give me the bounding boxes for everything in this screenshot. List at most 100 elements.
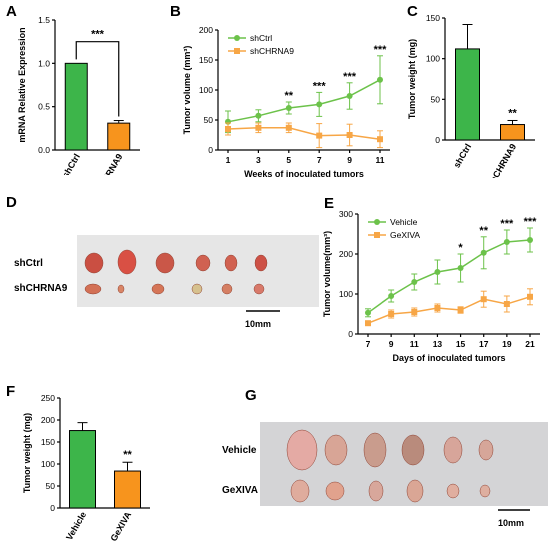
y-tick-label: 100	[426, 54, 440, 64]
bar	[107, 122, 131, 151]
x-tick-label: 9	[347, 155, 352, 165]
y-tick-label: 250	[41, 393, 55, 403]
x-axis-label: Weeks of inoculated tumors	[244, 169, 364, 178]
tumor-d	[253, 283, 265, 295]
panel-f-chart: F 0 50 100 150 200 250 Tumor weight (mg) Vehicl…	[6, 383, 150, 543]
x-tick-label: 7	[366, 339, 371, 349]
significance-label: **	[508, 107, 517, 119]
y-tick-label: 100	[199, 85, 213, 95]
y-tick-label: 300	[339, 209, 353, 219]
tumor-g	[479, 484, 491, 498]
series-line	[227, 79, 381, 123]
y-tick-label: 200	[199, 25, 213, 35]
significance-label: *	[458, 242, 463, 254]
tumor-g	[324, 434, 348, 466]
photo-d-scale-label: 10mm	[245, 319, 271, 329]
x-category-label: Vehicle	[64, 510, 88, 542]
panel-letter-g: G	[245, 387, 257, 404]
data-point	[527, 293, 533, 300]
data-point	[255, 112, 262, 119]
y-tick-label: 1.5	[38, 15, 50, 25]
y-tick-label: 150	[199, 55, 213, 65]
x-tick-label: 11	[410, 339, 419, 349]
bar	[69, 430, 96, 509]
tumor-d	[151, 283, 165, 295]
data-point	[255, 124, 262, 131]
legend-marker	[234, 35, 240, 41]
legend-label: shCtrl	[250, 33, 272, 43]
panel-letter-b: B	[170, 3, 181, 20]
tumor-d	[84, 283, 102, 295]
x-tick-label: 3	[256, 155, 261, 165]
tumor-d	[224, 254, 238, 272]
tumor-g	[286, 429, 318, 471]
panel-letter-e: E	[324, 195, 334, 212]
y-tick-label: 200	[41, 415, 55, 425]
data-point	[285, 105, 292, 111]
data-point	[457, 265, 464, 271]
x-category-label: shCHRNA9	[486, 142, 519, 178]
y-axis-label: Tumor weight (mg)	[22, 413, 32, 493]
data-point	[365, 320, 371, 327]
tumor-g	[406, 479, 424, 503]
panel-letter-d: D	[6, 194, 17, 211]
bar	[64, 62, 88, 151]
y-tick-label: 0.0	[38, 145, 50, 155]
y-tick-label: 100	[339, 289, 353, 299]
tumor-g	[363, 432, 387, 468]
data-point	[285, 124, 292, 131]
data-point	[411, 279, 418, 285]
y-tick-label: 0	[50, 503, 55, 513]
panel-letter-f: F	[6, 383, 15, 400]
significance-label: ***	[343, 71, 357, 83]
y-axis-label: Tumor volume (mm³)	[182, 46, 192, 135]
x-axis-label: Days of inoculated tumors	[392, 353, 505, 363]
x-category-label: shCHRNA9	[92, 152, 125, 175]
data-point	[316, 132, 323, 139]
bar	[114, 470, 141, 509]
significance-label: ***	[313, 80, 327, 92]
data-point	[527, 237, 533, 243]
data-point	[503, 239, 510, 245]
legend-marker	[374, 232, 380, 238]
y-tick-label: 0	[435, 135, 440, 145]
data-point	[434, 305, 441, 311]
significance-label: **	[479, 225, 488, 237]
y-tick-label: 50	[204, 115, 214, 125]
photo-g-row-label-1: Vehicle	[222, 445, 257, 456]
series-line	[227, 127, 381, 140]
y-tick-label: 50	[431, 94, 441, 104]
data-point	[503, 301, 510, 307]
tumor-g	[443, 436, 463, 464]
significance-label: ***	[500, 218, 514, 230]
panel-g-photo-svg: G Vehicle GeXIVA 10mm	[222, 387, 548, 528]
data-point	[225, 126, 231, 132]
y-axis-label: Tumor weight (mg)	[407, 39, 417, 119]
panel-letter-a: A	[6, 3, 17, 20]
legend-label: GeXIVA	[390, 230, 420, 240]
data-point	[388, 293, 395, 299]
x-tick-label: 1	[226, 155, 231, 165]
significance-bracket	[75, 41, 120, 117]
tumor-d	[221, 283, 233, 295]
tumor-d	[254, 254, 268, 272]
significance-label: ***	[374, 44, 388, 56]
x-tick-label: 13	[433, 339, 443, 349]
y-tick-label: 50	[46, 481, 56, 491]
data-point	[480, 249, 487, 256]
x-category-label: shCtrl	[452, 142, 474, 170]
tumor-d	[191, 283, 203, 295]
tumor-g	[325, 481, 345, 501]
significance-label: **	[285, 90, 294, 102]
data-point	[411, 309, 418, 315]
legend-marker	[234, 48, 240, 54]
y-tick-label: 0	[208, 145, 213, 155]
x-tick-label: 9	[389, 339, 394, 349]
bar	[455, 48, 480, 141]
panel-e-chart: E 0 100 200 300 7 9 11 13 15 17 19 21 Days of inocul…	[322, 195, 540, 363]
data-point	[457, 307, 464, 313]
tumor-d	[155, 252, 175, 274]
panel-letter-c: C	[407, 3, 418, 20]
y-tick-label: 1.0	[38, 58, 50, 68]
tumor-g	[478, 439, 494, 461]
